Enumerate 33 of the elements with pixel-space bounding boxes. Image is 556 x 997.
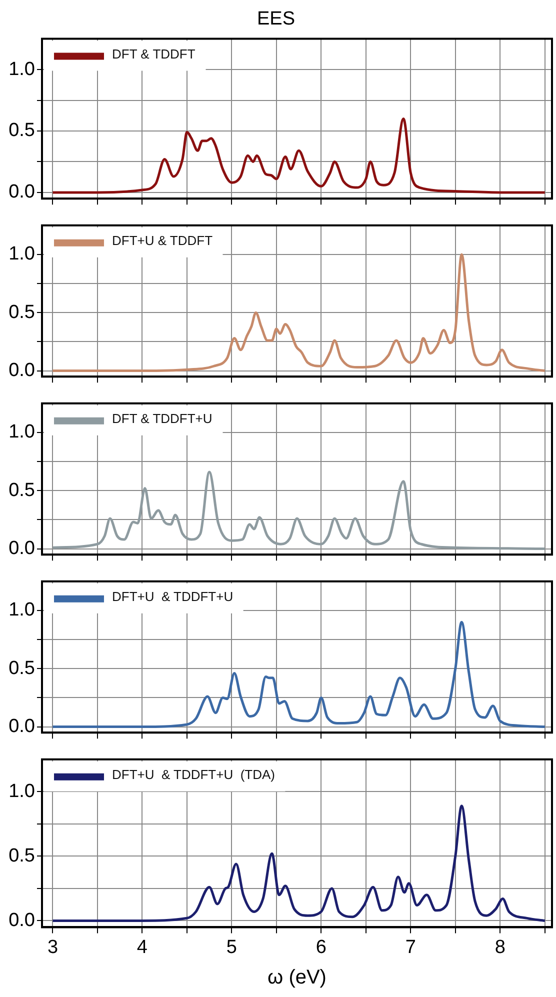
legend-label: DFT+U & TDDFT+U bbox=[112, 588, 234, 604]
y-tick-label: 1.0 bbox=[8, 58, 35, 80]
chart-title: EES bbox=[256, 8, 296, 30]
line-series bbox=[51, 117, 546, 194]
x-tick-label: 6 bbox=[316, 936, 326, 958]
y-tick-label: 0.5 bbox=[8, 120, 35, 142]
x-tick-label: 3 bbox=[47, 936, 58, 958]
y-tick-label: 0.0 bbox=[8, 910, 35, 931]
x-axis-title: ω (eV) bbox=[268, 966, 326, 989]
y-tick-label: 0.5 bbox=[8, 658, 35, 679]
x-tick-label: 5 bbox=[226, 936, 237, 958]
x-tick-label: 7 bbox=[405, 936, 416, 958]
y-tick-label: 1.0 bbox=[8, 780, 35, 802]
y-tick-label: 0.0 bbox=[8, 716, 35, 738]
y-tick-label: 1.0 bbox=[8, 244, 35, 265]
y-tick-label: 0.0 bbox=[8, 538, 35, 560]
line-series bbox=[51, 253, 546, 372]
legend-label: DFT & TDDFT bbox=[112, 46, 196, 62]
y-tick-label: 0.0 bbox=[8, 360, 35, 382]
x-tick-label: 8 bbox=[494, 936, 506, 958]
line-series bbox=[51, 620, 546, 728]
y-tick-label: 0.5 bbox=[8, 302, 35, 323]
legend-label: DFT & TDDFT+U bbox=[112, 410, 212, 426]
y-tick-label: 1.0 bbox=[8, 600, 35, 621]
line-series bbox=[51, 804, 546, 922]
x-tick-label: 4 bbox=[136, 936, 148, 958]
y-tick-label: 1.0 bbox=[8, 422, 35, 443]
y-tick-label: 0.0 bbox=[8, 182, 35, 203]
legend-label: DFT+U & TDDFT+U (TDA) bbox=[112, 766, 275, 782]
y-tick-label: 0.5 bbox=[8, 845, 35, 866]
legend-label: DFT+U & TDDFT bbox=[112, 232, 213, 248]
line-series bbox=[51, 470, 546, 550]
y-tick-label: 0.5 bbox=[8, 480, 35, 501]
